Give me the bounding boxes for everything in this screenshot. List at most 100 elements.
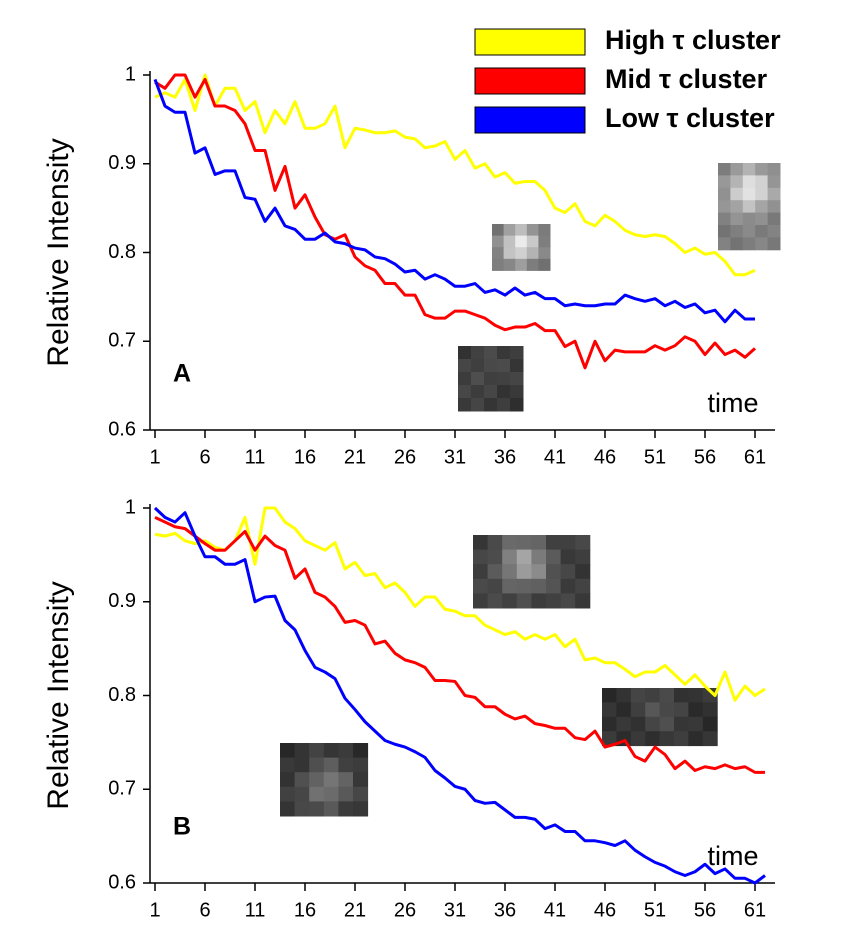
x-tick-label: 16: [294, 446, 316, 468]
data-line: [153, 506, 766, 885]
x-tick-label: 26: [394, 446, 416, 468]
thumbnail-pixel: [742, 187, 756, 201]
thumbnail-pixel: [515, 224, 528, 237]
x-tick-label: 46: [594, 446, 616, 468]
x-tick-label: 41: [544, 446, 566, 468]
x-tick-label: 11: [245, 899, 266, 921]
thumbnail-pixel: [616, 716, 632, 732]
thumbnail-pixel: [473, 535, 489, 551]
thumbnail-pixel: [471, 346, 485, 360]
data-line: [154, 73, 756, 370]
thumbnail-pixel: [338, 743, 354, 759]
x-tick-label: 51: [644, 446, 666, 468]
thumbnail-pixel: [471, 372, 485, 386]
thumbnail-pixel: [492, 224, 505, 237]
y-tick-label: 0.8: [108, 241, 136, 263]
x-tick-label: 41: [544, 899, 566, 921]
thumbnail-pixel: [294, 743, 310, 759]
thumbnail-pixel: [767, 175, 781, 189]
thumbnail-pixel: [688, 702, 704, 718]
thumbnail-pixel: [674, 688, 689, 703]
thumbnail-pixel: [280, 786, 296, 802]
thumbnail-pixel: [531, 535, 547, 551]
thumbnail-pixel: [492, 247, 505, 260]
thumbnail-pixel: [473, 578, 489, 594]
thumbnail-pixel: [630, 702, 646, 718]
thumbnail-pixel: [742, 212, 756, 226]
thumbnail-pixel: [730, 175, 744, 189]
thumbnail-pixel: [718, 163, 731, 176]
thumbnail-pixel: [526, 258, 539, 271]
thumbnail-pixel: [280, 757, 296, 773]
thumbnail-pixel: [502, 549, 518, 565]
y-tick-label: 0.6: [108, 418, 136, 440]
thumbnail-pixel: [526, 224, 539, 237]
x-axis-label: time: [707, 841, 758, 871]
thumbnail-pixel: [538, 224, 551, 237]
thumbnail-pixel: [294, 786, 310, 802]
y-tick-label: 0.6: [108, 871, 136, 893]
thumbnail-pixel: [492, 235, 505, 248]
thumbnail-pixel: [309, 801, 325, 817]
y-tick-label: 1: [125, 496, 136, 518]
thumbnail-pixel: [531, 549, 547, 565]
thumbnail-pixel: [473, 549, 489, 565]
thumbnail-pixel: [353, 786, 369, 802]
thumbnail-pixel: [742, 225, 756, 238]
thumbnail-pixel: [338, 757, 354, 773]
thumbnail-pixel: [458, 385, 472, 399]
thumbnail-pixel: [688, 731, 704, 747]
x-tick-label: 31: [444, 446, 466, 468]
thumbnail-pixel: [492, 258, 505, 271]
thumbnail-pixel: [560, 564, 576, 580]
thumbnail-pixel: [484, 398, 498, 412]
x-tick-label: 56: [694, 446, 716, 468]
y-tick-label: 0.7: [108, 330, 136, 352]
thumbnail-pixel: [497, 372, 511, 386]
thumbnail-pixel: [718, 187, 731, 201]
thumbnail-pixel: [502, 535, 518, 551]
thumbnail-pixel: [503, 258, 516, 271]
thumbnail-pixel: [560, 578, 576, 594]
thumbnail-pixel: [575, 535, 591, 551]
thumbnail-pixel: [515, 258, 528, 271]
thumbnail-pixel: [515, 235, 528, 248]
thumbnail-pixel: [323, 757, 339, 773]
x-tick-label: 51: [644, 899, 666, 921]
thumbnail-pixel: [323, 772, 339, 788]
thumbnail-pixel: [546, 535, 562, 551]
thumbnail-pixel: [516, 549, 532, 565]
thumbnail-pixel: [602, 702, 617, 718]
thumbnail-pixel: [575, 564, 591, 580]
thumbnail-pixel: [702, 688, 718, 703]
thumbnail-pixel: [546, 593, 562, 609]
thumbnail-pixel: [338, 786, 354, 802]
thumbnail-pixel: [742, 163, 756, 176]
thumbnail-pixel: [538, 258, 551, 271]
thumbnail-pixel: [516, 535, 532, 551]
thumbnail-pixel: [718, 175, 731, 189]
thumbnail-pixel: [458, 398, 472, 412]
thumbnail-pixel: [471, 398, 485, 412]
thumbnail-pixel: [531, 564, 547, 580]
x-tick-label: 56: [694, 899, 716, 921]
thumbnail-pixel: [280, 743, 296, 759]
thumbnail-pixel: [659, 716, 675, 732]
legend-label: High τ cluster: [605, 25, 781, 55]
thumbnail-pixel: [767, 163, 781, 176]
thumbnail-pixel: [353, 801, 369, 817]
x-tick-label: 61: [744, 446, 766, 468]
thumbnail-pixel: [510, 372, 524, 386]
thumbnail-pixel: [458, 372, 472, 386]
thumbnail-pixel: [516, 564, 532, 580]
thumbnail-pixel: [526, 235, 539, 248]
data-line: [153, 78, 755, 324]
thumbnail-pixel: [575, 549, 591, 565]
thumbnail-pixel: [767, 212, 781, 226]
thumbnail-pixel: [497, 359, 511, 373]
data-line: [154, 506, 766, 702]
thumbnail-pixel: [718, 200, 731, 214]
thumbnail-pixel: [718, 225, 731, 238]
thumbnail-pixel: [560, 535, 576, 551]
thumbnail-pixel: [502, 593, 518, 609]
